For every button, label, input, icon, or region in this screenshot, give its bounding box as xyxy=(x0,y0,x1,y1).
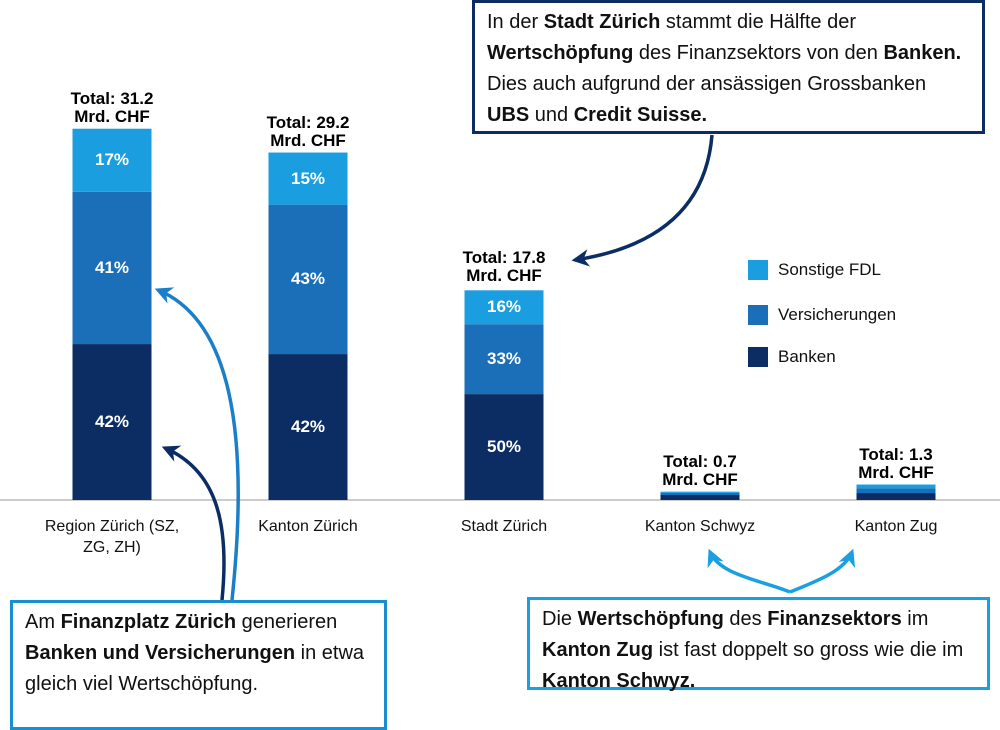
bar-segment xyxy=(464,324,544,395)
arrow xyxy=(789,548,856,594)
annotation-text: des Finanzsektors von den xyxy=(633,42,884,64)
annotation-box: Die Wertschöpfung des Finanzsektors im K… xyxy=(527,597,990,692)
annotation-text: Banken. xyxy=(883,42,962,64)
bar-segment xyxy=(268,354,348,500)
data-label: 43% xyxy=(290,269,326,289)
arrow xyxy=(707,548,791,594)
annotation-text: Dies auch aufgrund der ansässigen Grossb… xyxy=(487,73,927,95)
bar-segment xyxy=(72,191,152,345)
data-label: 42% xyxy=(290,417,326,437)
legend-swatch xyxy=(748,305,768,325)
arrow xyxy=(154,287,240,601)
bar-segment xyxy=(268,204,348,355)
bar-segment xyxy=(856,484,936,489)
bar-segment xyxy=(660,495,740,500)
annotation-text: Wertschöpfung xyxy=(487,42,634,64)
data-label: 42% xyxy=(94,412,130,432)
annotation-text: Kanton Zug xyxy=(542,639,654,661)
annotation-text: Wertschöpfung xyxy=(577,608,724,630)
annotation-text: Kanton Schwyz. xyxy=(542,670,696,692)
annotation-box: Am Finanzplatz Zürich generieren Banken … xyxy=(10,600,387,730)
annotation-text: Finanzsektors xyxy=(767,608,902,630)
x-tick-label: Kanton Zug xyxy=(854,518,938,535)
bar-segment xyxy=(72,128,152,192)
x-tick-label: Kanton Zürich xyxy=(258,518,358,535)
annotation-text: Stadt Zürich xyxy=(543,11,661,33)
annotation-text: des xyxy=(723,608,768,630)
data-label: 15% xyxy=(290,168,326,188)
total-label: Total: 1.3 Mrd. CHF xyxy=(858,444,934,482)
data-label: 17% xyxy=(94,150,130,170)
annotation-text: UBS xyxy=(487,104,530,126)
legend-swatch xyxy=(748,260,768,280)
annotation-text: generieren xyxy=(236,611,338,633)
total-label: Total: 31.2 Mrd. CHF xyxy=(70,88,154,126)
x-tick-label: Region Zürich (SZ, ZG, ZH) xyxy=(44,518,180,556)
annotation-text: Die xyxy=(542,608,578,630)
arrow xyxy=(161,445,226,601)
bar-segment xyxy=(660,492,740,496)
legend-swatch xyxy=(748,347,768,367)
legend-label: Sonstige FDL xyxy=(778,260,881,279)
annotation-text: im xyxy=(901,608,929,630)
bar-segment xyxy=(856,488,936,494)
total-label: Total: 29.2 Mrd. CHF xyxy=(266,112,350,150)
annotation-text: stammt die Hälfte der xyxy=(660,11,856,33)
data-label: 50% xyxy=(486,437,522,457)
annotation-text: Credit Suisse. xyxy=(573,104,708,126)
bar-segment xyxy=(660,491,740,493)
data-label: 41% xyxy=(94,257,130,277)
annotation-text: Am xyxy=(25,611,61,633)
bar-segment xyxy=(72,344,152,500)
bar-segment xyxy=(464,394,544,500)
data-label: 33% xyxy=(486,349,522,369)
annotation-text: ist fast doppelt so gross wie die im xyxy=(653,639,964,661)
annotation-text: Finanzplatz Zürich xyxy=(60,611,237,633)
bar-segment xyxy=(464,290,544,325)
legend-label: Banken xyxy=(778,347,836,366)
arrow xyxy=(571,134,714,267)
total-label: Total: 17.8 Mrd. CHF xyxy=(462,248,546,286)
annotation-text: In der xyxy=(487,11,544,33)
annotation-text: und xyxy=(529,104,574,126)
annotation-box: In der Stadt Zürich stammt die Hälfte de… xyxy=(472,0,985,134)
annotation-text: Banken und Versicherungen xyxy=(25,642,296,664)
x-tick-label: Kanton Schwyz xyxy=(644,518,756,535)
data-label: 16% xyxy=(486,297,522,317)
legend-label: Versicherungen xyxy=(778,305,897,324)
bar-segment xyxy=(268,152,348,205)
x-tick-label: Stadt Zürich xyxy=(460,518,548,535)
bar-segment xyxy=(856,493,936,500)
total-label: Total: 0.7 Mrd. CHF xyxy=(662,451,738,489)
annotation-text: in etwa gleich viel Wertschöpfung. xyxy=(25,642,365,695)
